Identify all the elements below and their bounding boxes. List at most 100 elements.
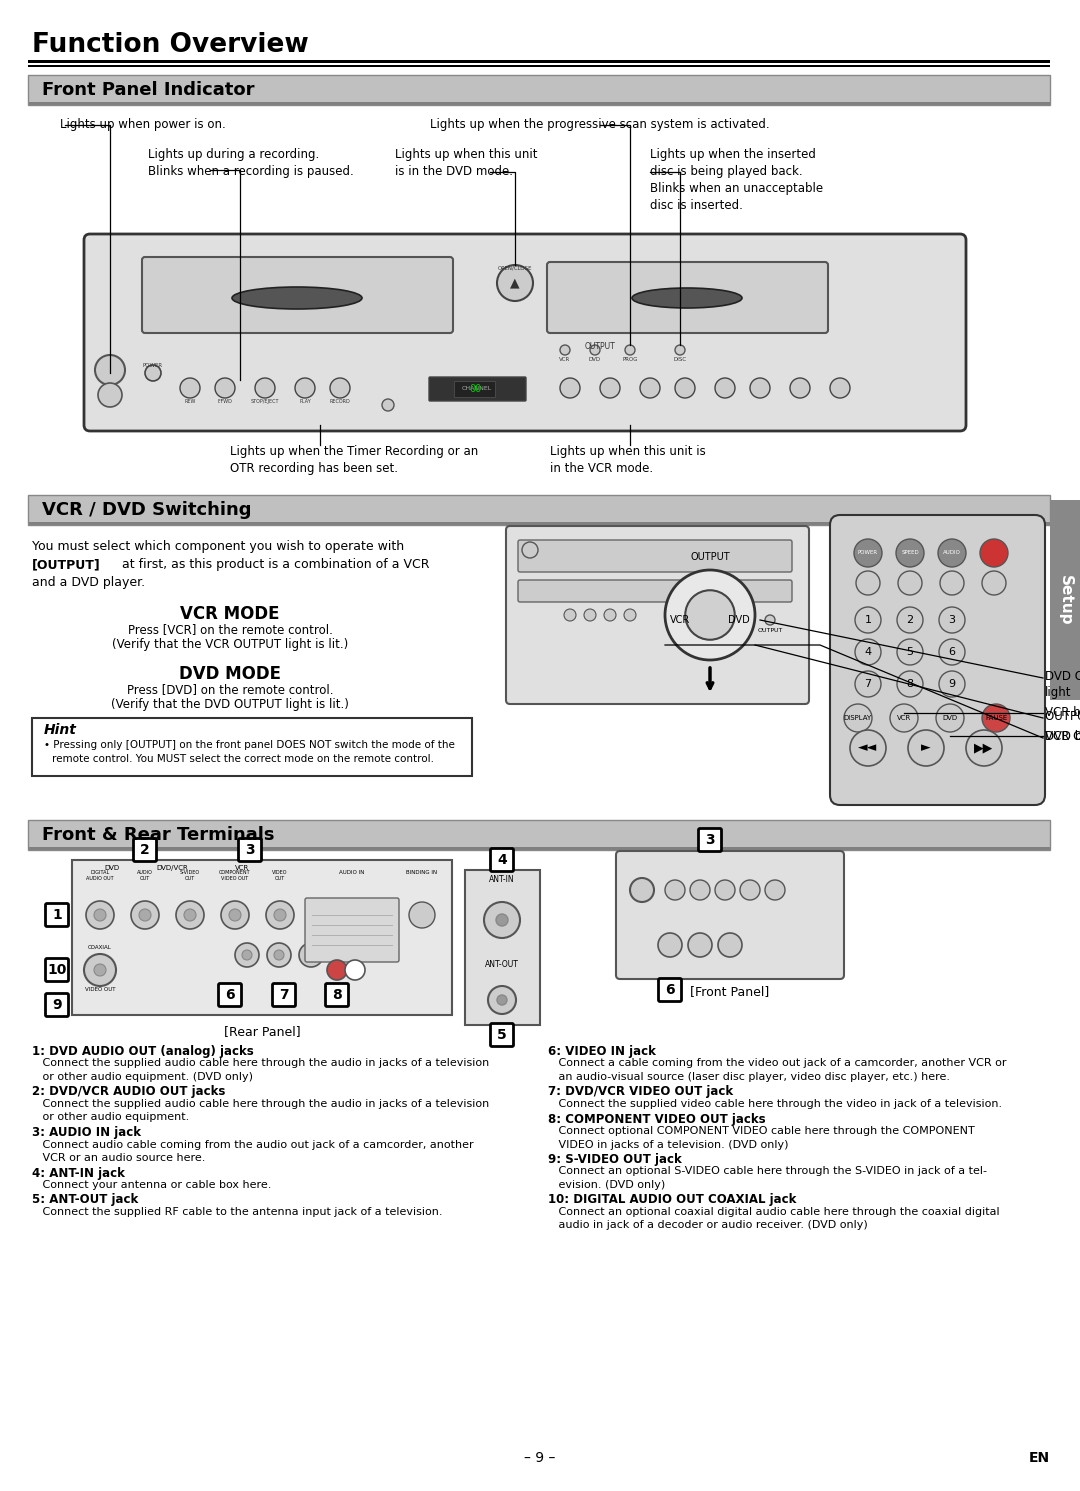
Text: DIGITAL
AUDIO OUT: DIGITAL AUDIO OUT xyxy=(86,871,113,881)
Text: 5: 5 xyxy=(906,647,914,658)
FancyBboxPatch shape xyxy=(134,838,157,862)
Circle shape xyxy=(855,671,881,696)
Circle shape xyxy=(843,704,872,732)
Text: 4: 4 xyxy=(864,647,872,658)
Circle shape xyxy=(299,942,323,968)
FancyBboxPatch shape xyxy=(518,540,792,573)
Circle shape xyxy=(765,880,785,901)
Text: OUTPUT: OUTPUT xyxy=(584,341,616,350)
Text: 4: ANT-IN jack: 4: ANT-IN jack xyxy=(32,1166,125,1179)
Text: Press [DVD] on the remote control.: Press [DVD] on the remote control. xyxy=(126,683,334,696)
Text: You must select which component you wish to operate with: You must select which component you wish… xyxy=(32,540,404,553)
Text: Connect an optional S-VIDEO cable here through the S-VIDEO in jack of a tel-: Connect an optional S-VIDEO cable here t… xyxy=(548,1166,987,1176)
Circle shape xyxy=(604,608,616,620)
Text: OPEN/CLOSE: OPEN/CLOSE xyxy=(498,265,532,270)
Circle shape xyxy=(497,265,534,301)
Bar xyxy=(28,75,1050,104)
Text: OUTPUT button: OUTPUT button xyxy=(1045,710,1080,723)
Text: DVD: DVD xyxy=(589,356,602,362)
Text: VCR: VCR xyxy=(559,356,570,362)
Text: audio in jack of a decoder or audio receiver. (DVD only): audio in jack of a decoder or audio rece… xyxy=(548,1221,867,1230)
Text: (Verify that the VCR OUTPUT light is lit.): (Verify that the VCR OUTPUT light is lit… xyxy=(112,638,348,652)
Text: remote control. You MUST select the correct mode on the remote control.: remote control. You MUST select the corr… xyxy=(52,754,434,763)
Text: DISC: DISC xyxy=(674,356,687,362)
Text: OUTPUT: OUTPUT xyxy=(757,628,783,634)
Text: DVD MODE: DVD MODE xyxy=(179,665,281,683)
Text: ANT-OUT: ANT-OUT xyxy=(485,960,518,969)
Circle shape xyxy=(715,379,735,398)
Circle shape xyxy=(665,570,755,661)
Text: • Pressing only [OUTPUT] on the front panel DOES NOT switch the mode of the: • Pressing only [OUTPUT] on the front pa… xyxy=(44,740,455,750)
Text: POWER: POWER xyxy=(858,550,878,556)
Bar xyxy=(28,66,1050,67)
Text: COMPONENT
VIDEO OUT: COMPONENT VIDEO OUT xyxy=(219,871,251,881)
Bar xyxy=(28,60,1050,63)
Text: DVD: DVD xyxy=(105,865,120,871)
Text: 5: 5 xyxy=(497,1027,507,1042)
Text: VCR / DVD Switching: VCR / DVD Switching xyxy=(42,501,252,519)
Text: [Rear Panel]: [Rear Panel] xyxy=(224,1024,300,1038)
Text: AUDIO IN: AUDIO IN xyxy=(339,871,365,875)
Circle shape xyxy=(330,379,350,398)
Circle shape xyxy=(242,950,252,960)
Circle shape xyxy=(982,571,1005,595)
Text: S-VIDEO
OUT: S-VIDEO OUT xyxy=(180,871,200,881)
Circle shape xyxy=(897,640,923,665)
Bar xyxy=(28,820,1050,850)
Text: DVD/VCR: DVD/VCR xyxy=(157,865,188,871)
Circle shape xyxy=(484,902,519,938)
Text: VIDEO OUT: VIDEO OUT xyxy=(84,987,116,992)
Bar xyxy=(1050,499,1080,699)
FancyBboxPatch shape xyxy=(45,959,68,981)
Circle shape xyxy=(855,640,881,665)
Ellipse shape xyxy=(632,288,742,309)
FancyBboxPatch shape xyxy=(239,838,261,862)
Circle shape xyxy=(98,383,122,407)
Circle shape xyxy=(765,614,775,625)
Circle shape xyxy=(939,540,966,567)
Text: 6: 6 xyxy=(665,983,675,997)
Text: 4: 4 xyxy=(497,853,507,866)
Circle shape xyxy=(850,731,886,766)
Text: [OUTPUT]: [OUTPUT] xyxy=(32,558,100,571)
Text: DVD button: DVD button xyxy=(1045,729,1080,743)
Text: [Front Panel]: [Front Panel] xyxy=(690,986,770,997)
Text: VCR: VCR xyxy=(896,716,912,722)
Text: Lights up when power is on.: Lights up when power is on. xyxy=(60,118,226,131)
Text: Lights up when the progressive scan system is activated.: Lights up when the progressive scan syst… xyxy=(430,118,770,131)
Circle shape xyxy=(235,942,259,968)
Circle shape xyxy=(690,880,710,901)
Text: SPEED: SPEED xyxy=(901,550,919,556)
FancyBboxPatch shape xyxy=(218,984,242,1006)
Text: Lights up during a recording.
Blinks when a recording is paused.: Lights up during a recording. Blinks whe… xyxy=(148,148,354,177)
Text: Lights up when the inserted
disc is being played back.
Blinks when an unacceptab: Lights up when the inserted disc is bein… xyxy=(650,148,823,212)
Circle shape xyxy=(675,379,696,398)
Text: VCR: VCR xyxy=(670,614,690,625)
Text: 8: COMPONENT VIDEO OUT jacks: 8: COMPONENT VIDEO OUT jacks xyxy=(548,1112,766,1126)
Text: Connect the supplied video cable here through the video in jack of a television.: Connect the supplied video cable here th… xyxy=(548,1099,1002,1109)
Circle shape xyxy=(939,640,966,665)
Text: 2: 2 xyxy=(140,842,150,857)
Text: 3: 3 xyxy=(705,833,715,847)
Text: F.FWD: F.FWD xyxy=(217,400,232,404)
Circle shape xyxy=(688,933,712,957)
Circle shape xyxy=(274,950,284,960)
Circle shape xyxy=(84,954,116,986)
Text: 9: S-VIDEO OUT jack: 9: S-VIDEO OUT jack xyxy=(548,1153,681,1166)
Circle shape xyxy=(630,878,654,902)
Circle shape xyxy=(718,933,742,957)
FancyBboxPatch shape xyxy=(507,526,809,704)
Circle shape xyxy=(831,379,850,398)
Circle shape xyxy=(327,960,347,980)
Circle shape xyxy=(229,910,241,921)
Circle shape xyxy=(939,671,966,696)
FancyBboxPatch shape xyxy=(325,984,349,1006)
Text: 2: DVD/VCR AUDIO OUT jacks: 2: DVD/VCR AUDIO OUT jacks xyxy=(32,1085,226,1099)
FancyBboxPatch shape xyxy=(28,495,1050,525)
Circle shape xyxy=(221,901,249,929)
Circle shape xyxy=(497,994,507,1005)
Text: ◄◄: ◄◄ xyxy=(859,741,878,754)
Text: VIDEO in jacks of a television. (DVD only): VIDEO in jacks of a television. (DVD onl… xyxy=(548,1139,788,1150)
Text: VCR or an audio source here.: VCR or an audio source here. xyxy=(32,1153,205,1163)
Text: PAUSE: PAUSE xyxy=(985,716,1008,722)
